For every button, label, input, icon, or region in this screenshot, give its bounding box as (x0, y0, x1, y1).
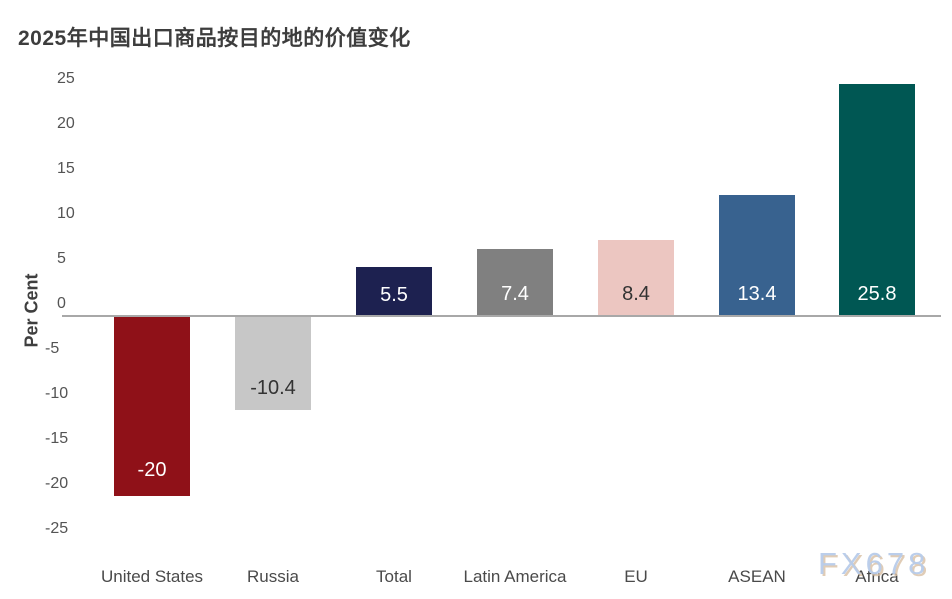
y-tick-label: -10 (45, 385, 69, 402)
chart-title: 2025年中国出口商品按目的地的价值变化 (18, 27, 411, 50)
x-axis-label: Russia (247, 567, 299, 586)
y-tick-label: -5 (45, 340, 60, 357)
y-tick-label: 10 (57, 205, 75, 222)
bar-value-label: 25.8 (857, 283, 897, 305)
y-tick-label: -25 (45, 520, 69, 537)
watermark: FX678 (818, 546, 930, 581)
bar-africa: 25.8 (839, 84, 915, 316)
bar-asean: 13.4 (719, 195, 795, 316)
bar-united-states: -20 (114, 316, 190, 496)
x-axis-label: ASEAN (728, 567, 786, 586)
x-axis-label: Latin America (463, 567, 567, 586)
y-tick-label: 5 (57, 250, 66, 267)
bar-value-label: 13.4 (737, 283, 777, 305)
x-axis-label: United States (100, 567, 204, 586)
bar-value-label: 5.5 (380, 284, 408, 306)
y-tick-label: 0 (57, 295, 66, 312)
y-tick-label: -15 (45, 430, 69, 447)
y-tick-label: 25 (57, 70, 75, 87)
x-axis-label: EU (624, 567, 648, 586)
bar-value-label: 8.4 (622, 283, 650, 305)
bar-value-label: -20 (137, 459, 167, 481)
zero-axis-line (62, 315, 941, 317)
bar-value-label: -10.4 (250, 377, 296, 399)
bar-latin-america: 7.4 (477, 249, 553, 316)
x-axis-label: Africa (855, 567, 899, 586)
bar-total: 5.5 (356, 267, 432, 317)
bar-eu: 8.4 (598, 240, 674, 316)
x-axis-label: Total (376, 567, 412, 586)
y-tick-label: 20 (57, 115, 75, 132)
bar-value-label: 7.4 (501, 283, 529, 305)
y-tick-label: -20 (45, 475, 69, 492)
bar-russia: -10.4 (235, 316, 311, 410)
y-tick-label: 15 (57, 160, 75, 177)
